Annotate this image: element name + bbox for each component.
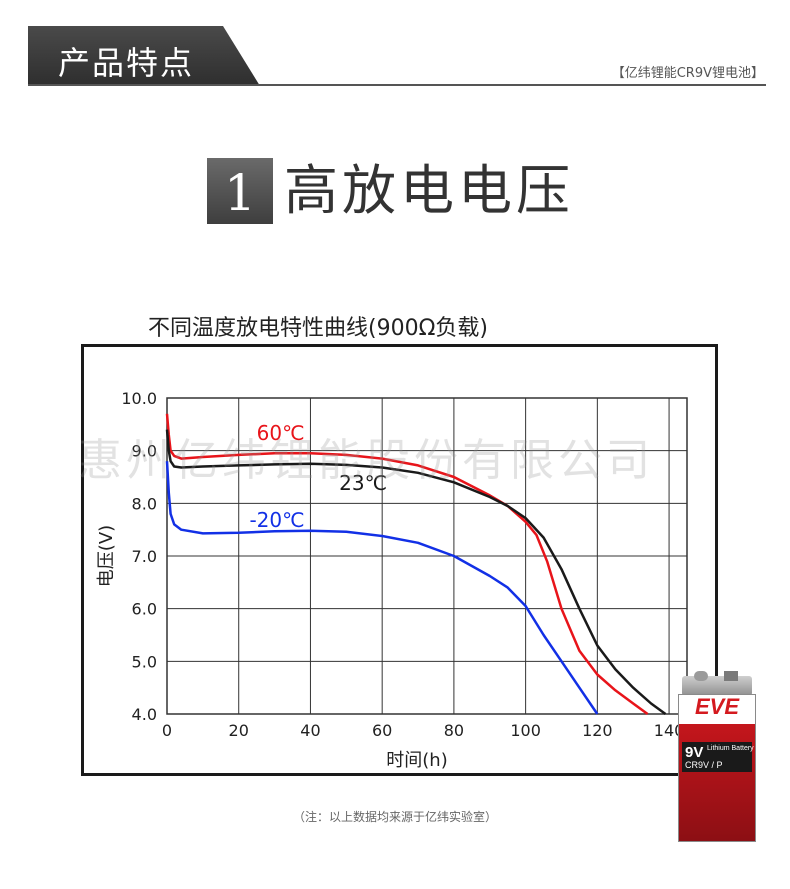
- y-tick-label: 9.0: [132, 442, 157, 461]
- x-tick-label: 80: [444, 721, 464, 740]
- x-tick-label: 140: [654, 721, 685, 740]
- product-tag: 【亿纬锂能CR9V锂电池】: [611, 66, 764, 81]
- feature-number-box: [207, 158, 273, 224]
- y-axis-label: 电压(V): [96, 525, 117, 587]
- x-tick-label: 100: [510, 721, 541, 740]
- chart-title: 不同温度放电特性曲线(900Ω负载): [148, 316, 488, 341]
- y-tick-label: 6.0: [132, 600, 157, 619]
- battery-terminal-positive: [724, 671, 738, 681]
- series-label-0: 60℃: [257, 421, 305, 445]
- battery-model: CR9V / P: [685, 760, 723, 770]
- battery-brand-logo: EVE: [694, 694, 740, 719]
- feature-number: 1: [224, 164, 256, 222]
- y-tick-label: 8.0: [132, 494, 157, 513]
- series-line-2: [165, 461, 599, 715]
- x-tick-label: 0: [162, 721, 172, 740]
- y-tick-label: 4.0: [132, 705, 157, 724]
- series-label-1: 23℃: [339, 471, 387, 495]
- series-line-0: [165, 413, 649, 716]
- battery-chemistry: Lithium Battery: [707, 745, 754, 752]
- series-label-2: -20℃: [249, 508, 304, 532]
- x-tick-label: 120: [582, 721, 613, 740]
- section-header-bar: [28, 26, 260, 86]
- battery-voltage: 9V: [685, 744, 704, 761]
- company-watermark: 惠州亿纬锂能股份有限公司: [78, 435, 654, 486]
- header-divider: [28, 84, 766, 86]
- battery-terminal-negative: [694, 671, 708, 681]
- data-source-note: （注：以上数据均来源于亿纬实验室）: [292, 810, 497, 824]
- x-axis-label: 时间(h): [386, 750, 447, 771]
- battery-cap: [682, 676, 752, 696]
- battery-product-image: EVE 9V Lithium Battery CR9V / P: [678, 671, 756, 842]
- x-tick-label: 20: [229, 721, 249, 740]
- x-tick-label: 40: [300, 721, 320, 740]
- y-tick-label: 5.0: [132, 652, 157, 671]
- section-title: 产品特点: [58, 44, 195, 82]
- battery-label-stripe: [682, 742, 752, 772]
- y-tick-label: 7.0: [132, 547, 157, 566]
- feature-title: 高放电电压: [284, 159, 574, 222]
- y-tick-label: 10.0: [121, 389, 157, 408]
- x-tick-label: 60: [372, 721, 392, 740]
- series-line-1: [165, 429, 667, 716]
